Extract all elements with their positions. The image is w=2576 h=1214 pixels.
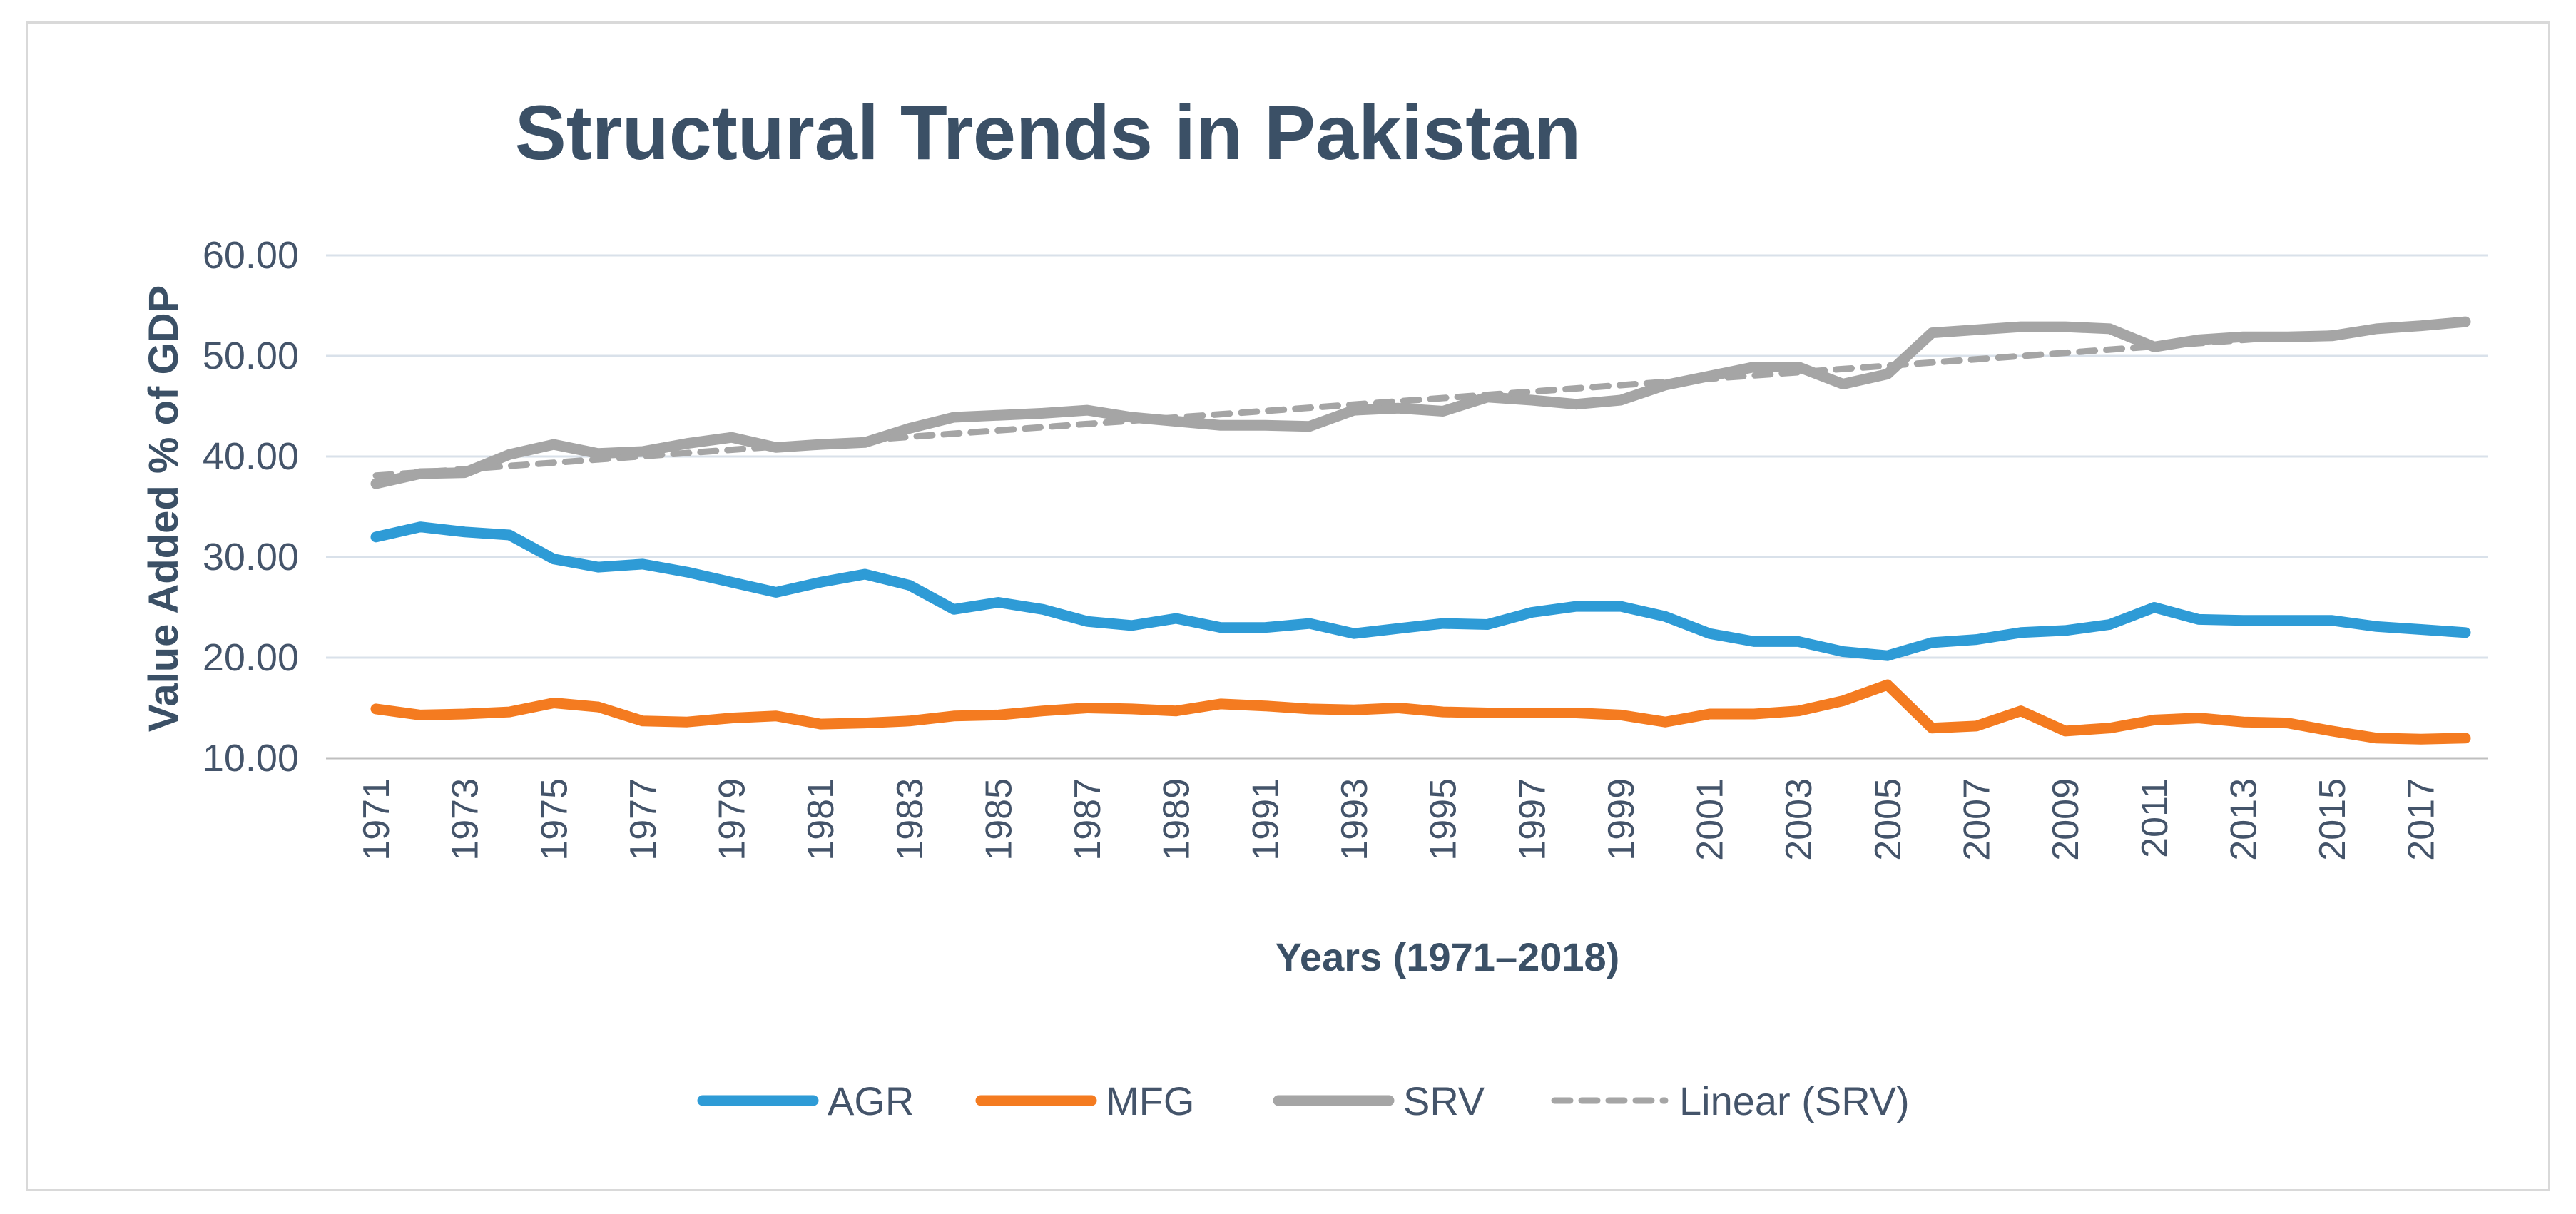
legend-label: AGR [828, 1078, 914, 1123]
legend-label: SRV [1403, 1078, 1485, 1123]
series-line-linear-srv [372, 320, 2469, 479]
x-tick-label: 1981 [800, 778, 842, 861]
series-line-agr [370, 521, 2471, 661]
x-tick-label: 2001 [1690, 778, 1731, 861]
chart-title: Structural Trends in Pakistan [515, 89, 1581, 175]
x-axis-ticks: 1971 1973 1975 1977 1979 1981 1983 1985 1987 1989… [356, 778, 2443, 861]
x-tick-label: 1979 [712, 778, 753, 861]
gridlines [326, 254, 2488, 760]
legend-label: Linear (SRV) [1679, 1078, 1910, 1123]
y-axis-ticks: 10.00 20.00 30.00 40.00 50.00 60.00 [203, 234, 299, 780]
x-tick-label: 1991 [1245, 778, 1286, 861]
x-tick-label: 1971 [356, 778, 397, 861]
legend-label: MFG [1106, 1078, 1194, 1123]
y-tick-label: 40.00 [203, 435, 299, 478]
x-tick-label: 2011 [2134, 778, 2176, 858]
x-tick-label: 2017 [2401, 778, 2443, 861]
x-tick-label: 2015 [2312, 778, 2353, 861]
legend: AGR MFG SRV Linear (SRV) [697, 1078, 1910, 1123]
y-axis-title: Value Added % of GDP [141, 285, 187, 732]
series-line-srv [370, 316, 2471, 489]
x-tick-label: 2013 [2223, 778, 2264, 861]
x-tick-label: 1989 [1156, 778, 1198, 861]
x-tick-label: 2003 [1778, 778, 1820, 861]
x-tick-label: 1999 [1601, 778, 1642, 861]
x-tick-label: 1995 [1423, 778, 1465, 861]
x-tick-label: 2005 [1868, 778, 1909, 861]
line-chart: Structural Trends in Pakistan 10.00 20.00… [141, 89, 2488, 1123]
x-tick-label: 1997 [1512, 778, 1553, 861]
y-tick-label: 10.00 [203, 737, 299, 780]
x-tick-label: 1973 [445, 778, 487, 861]
x-tick-label: 1987 [1067, 778, 1109, 861]
y-tick-label: 20.00 [203, 636, 299, 679]
y-tick-label: 30.00 [203, 536, 299, 578]
x-tick-label: 1975 [534, 778, 575, 861]
x-axis-title: Years (1971–2018) [1276, 934, 1620, 979]
series-line-mfg [370, 679, 2471, 745]
x-tick-label: 1983 [890, 778, 931, 861]
x-tick-label: 1993 [1334, 778, 1375, 861]
y-tick-label: 50.00 [203, 335, 299, 377]
chart-frame: Structural Trends in Pakistan 10.00 20.00… [26, 21, 2550, 1191]
x-tick-label: 2007 [1956, 778, 1997, 861]
x-tick-label: 2009 [2045, 778, 2087, 861]
x-tick-label: 1985 [978, 778, 1019, 861]
series-lines [370, 316, 2471, 745]
y-tick-label: 60.00 [203, 234, 299, 277]
x-tick-label: 1977 [623, 778, 664, 861]
